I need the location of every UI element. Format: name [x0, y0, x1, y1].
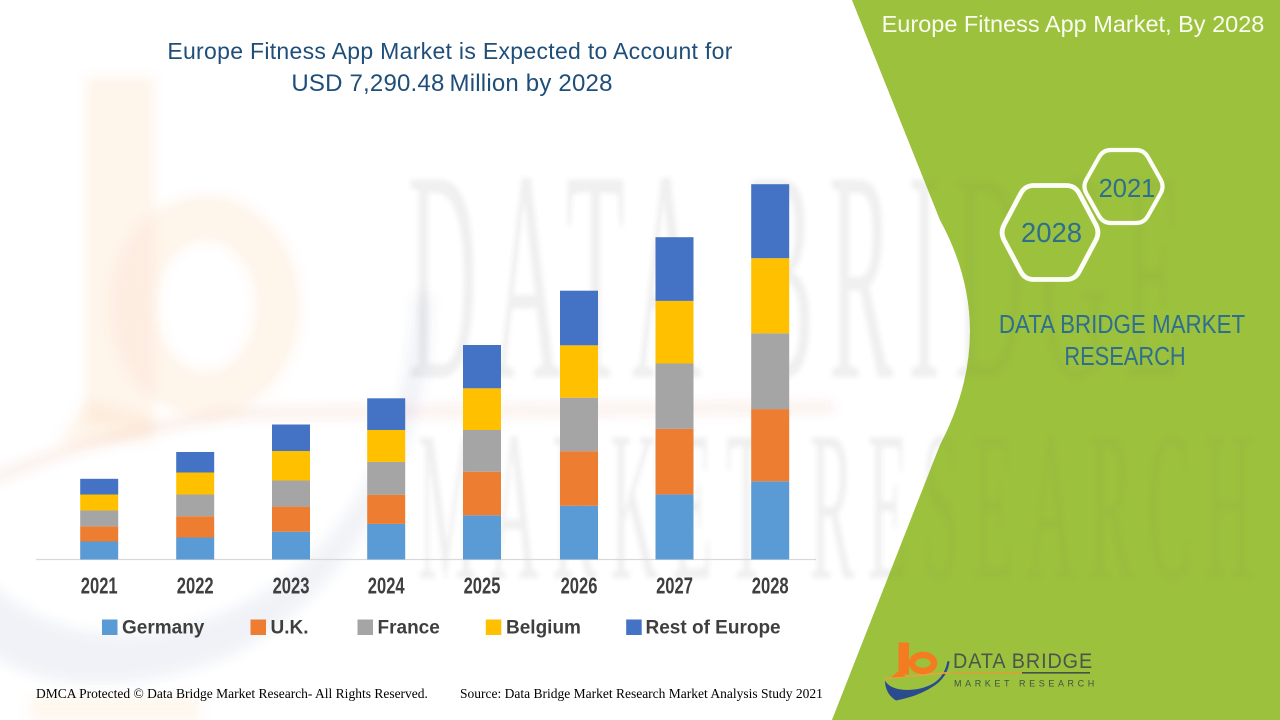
svg-text:Germany: Germany [122, 618, 205, 639]
svg-text:U.K.: U.K. [271, 618, 309, 639]
svg-text:2026: 2026 [561, 574, 598, 599]
svg-text:MARKET RESEARCH: MARKET RESEARCH [954, 679, 1098, 689]
svg-text:DMCA Protected © Data Bridge M: DMCA Protected © Data Bridge Market Rese… [36, 686, 428, 701]
svg-text:2025: 2025 [464, 574, 501, 599]
svg-text:France: France [378, 618, 440, 639]
svg-text:2028: 2028 [752, 574, 789, 599]
svg-text:2023: 2023 [273, 574, 310, 599]
svg-text:DATA BRIDGE MARKET: DATA BRIDGE MARKET [999, 310, 1245, 339]
svg-text:RESEARCH: RESEARCH [1064, 342, 1185, 371]
svg-text:DATA BRIDGE: DATA BRIDGE [953, 649, 1093, 673]
svg-text:2028: 2028 [1021, 217, 1082, 248]
svg-text:Belgium: Belgium [506, 618, 581, 639]
svg-text:Europe Fitness App Market, By: Europe Fitness App Market, By 2028 [882, 11, 1265, 37]
svg-text:2021: 2021 [81, 574, 118, 599]
svg-text:2024: 2024 [368, 574, 406, 599]
svg-text:Europe Fitness App Market is E: Europe Fitness App Market is Expected to… [167, 38, 732, 64]
svg-text:2027: 2027 [656, 574, 693, 599]
svg-text:Rest of Europe: Rest of Europe [646, 618, 781, 639]
svg-text:2022: 2022 [177, 574, 214, 599]
svg-text:Source: Data Bridge Market Res: Source: Data Bridge Market Research Mark… [460, 686, 823, 701]
svg-text:2021: 2021 [1099, 175, 1156, 203]
svg-text:USD 7,290.48 Million by 2028: USD 7,290.48 Million by 2028 [291, 70, 612, 97]
